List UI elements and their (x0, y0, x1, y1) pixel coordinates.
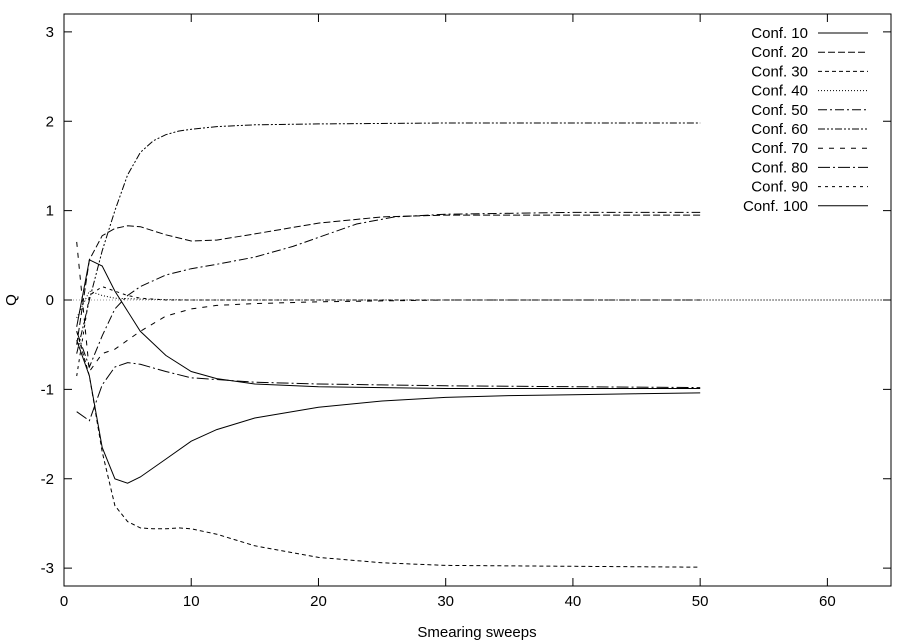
series-line-conf-80 (76, 362, 701, 422)
legend: Conf. 10 Conf. 20 Conf. 30 Conf. 40 Conf. 50… (743, 25, 868, 215)
series-line-conf-50 (76, 211, 701, 369)
legend-label: Conf. 70 (751, 140, 808, 157)
plot-area (64, 122, 891, 568)
y-tick-label: -1 (41, 381, 54, 398)
legend-label: Conf. 50 (751, 102, 808, 119)
y-tick-label: -2 (41, 471, 54, 488)
x-tick-label: 50 (692, 593, 709, 610)
legend-label: Conf. 100 (743, 198, 808, 215)
legend-label: Conf. 80 (751, 159, 808, 176)
axes: 0 10 20 30 40 50 60 -3 -2 -1 0 1 2 3 (41, 13, 892, 610)
series-line-conf-60 (76, 122, 701, 354)
series-line-conf-40 (76, 290, 891, 319)
x-tick-label: 20 (310, 593, 327, 610)
x-tick-label: 40 (565, 593, 582, 610)
legend-label: Conf. 60 (751, 121, 808, 138)
y-tick-label: -3 (41, 560, 54, 577)
legend-label: Conf. 90 (751, 179, 808, 196)
x-tick-label: 30 (437, 593, 454, 610)
series-line-conf-100 (76, 340, 701, 484)
legend-label: Conf. 30 (751, 63, 808, 80)
y-tick-label: 0 (46, 292, 54, 309)
series-line-conf-70 (76, 241, 701, 373)
y-tick-label: 1 (46, 203, 54, 220)
x-tick-label: 0 (60, 593, 68, 610)
y-tick-label: 3 (46, 24, 54, 41)
y-axis-title: Q (3, 294, 20, 306)
y-tick-label: 2 (46, 113, 54, 130)
legend-label: Conf. 10 (751, 25, 808, 42)
series-line-conf-30 (76, 331, 701, 568)
x-tick-label: 60 (819, 593, 836, 610)
x-axis-title: Smearing sweeps (417, 624, 536, 641)
series-line-conf-20 (76, 214, 701, 345)
series-line-conf-90 (76, 286, 701, 377)
series-line-conf-10 (76, 259, 701, 389)
legend-label: Conf. 20 (751, 44, 808, 61)
legend-label: Conf. 40 (751, 83, 808, 100)
x-tick-label: 10 (183, 593, 200, 610)
